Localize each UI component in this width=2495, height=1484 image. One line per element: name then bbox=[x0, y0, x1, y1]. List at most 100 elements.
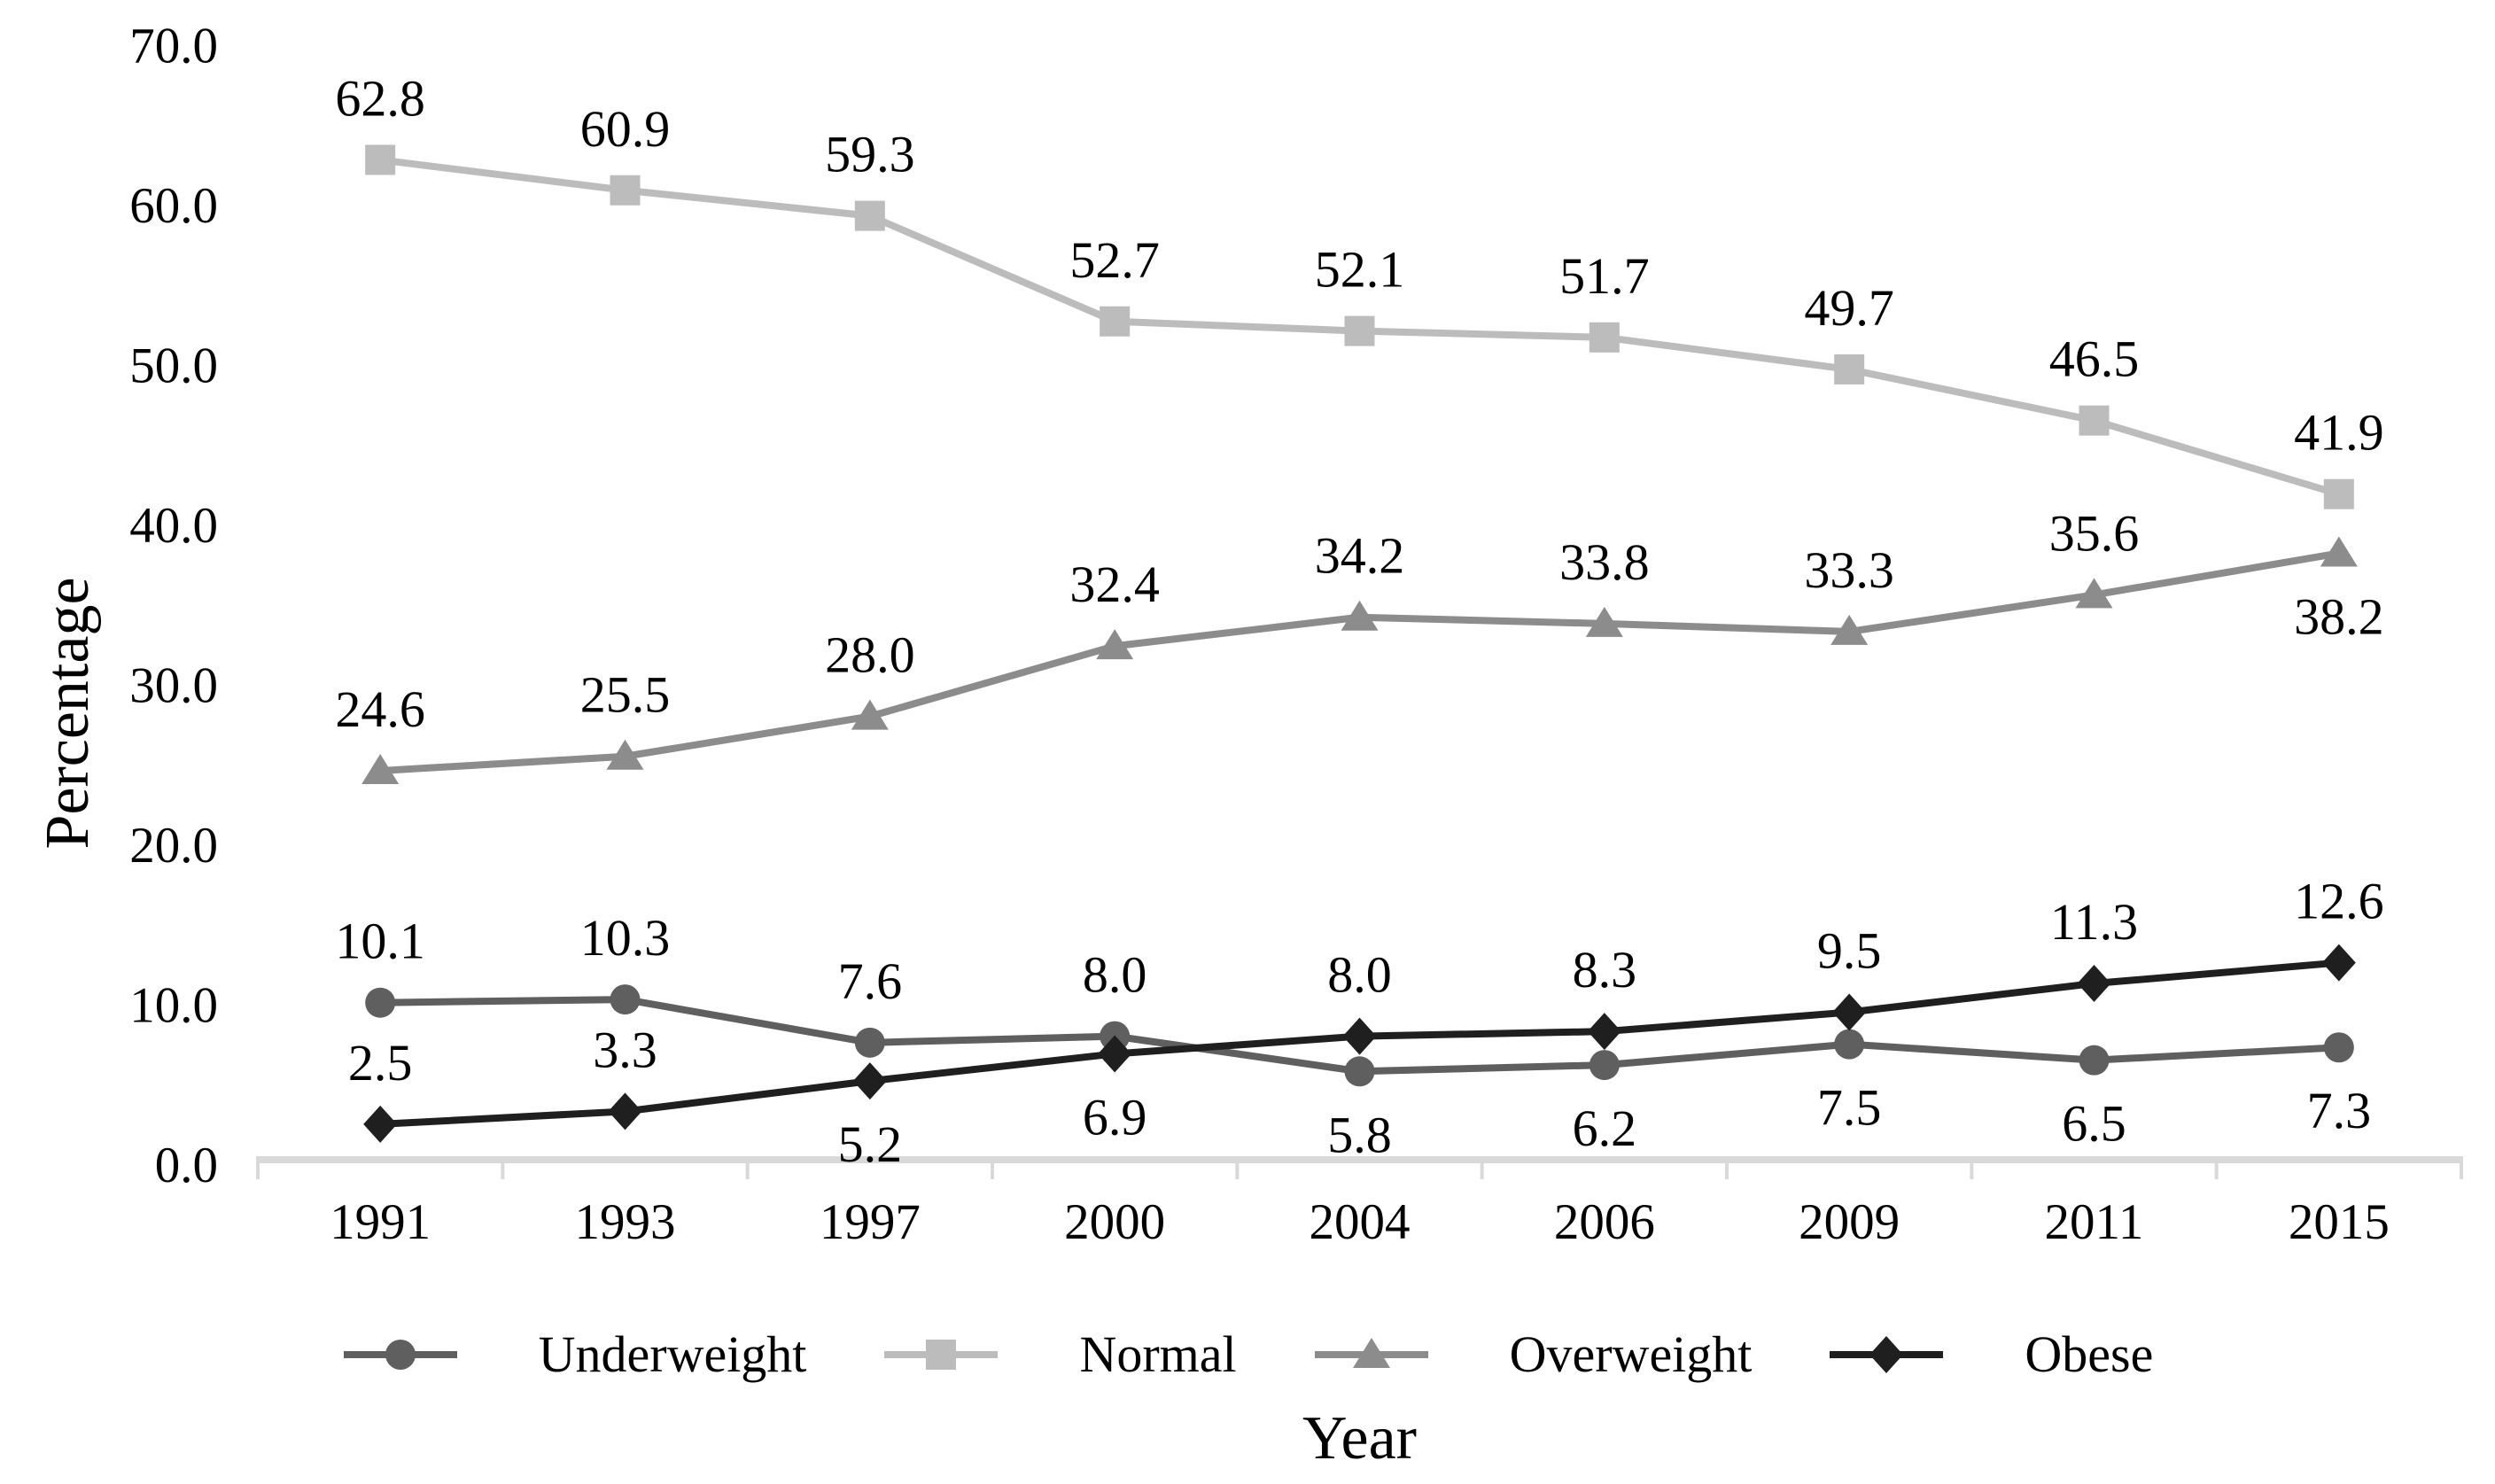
obese-point-2004 bbox=[1342, 1017, 1377, 1055]
value-label-normal-2009: 49.7 bbox=[1804, 279, 1894, 337]
square-marker-icon bbox=[884, 1340, 999, 1370]
overweight-point-1991 bbox=[361, 753, 400, 784]
x-axis-tick bbox=[501, 1156, 505, 1179]
overweight-point-2011 bbox=[2075, 578, 2113, 609]
value-label-overweight-2015: 38.2 bbox=[2294, 587, 2384, 645]
normal-point-2009 bbox=[1834, 354, 1865, 385]
value-label-underweight-1993: 10.3 bbox=[580, 909, 671, 967]
normal-point-2000 bbox=[1100, 306, 1131, 337]
underweight-point-1997 bbox=[854, 1027, 885, 1058]
x-tick-label: 2000 bbox=[1064, 1194, 1165, 1250]
value-label-normal-2015: 41.9 bbox=[2294, 404, 2384, 462]
obese-point-1997 bbox=[852, 1062, 887, 1100]
series-overweight bbox=[361, 536, 2358, 784]
series-line-overweight bbox=[379, 549, 2340, 774]
x-axis-tick bbox=[991, 1156, 994, 1179]
value-label-normal-2004: 52.1 bbox=[1315, 241, 1405, 299]
value-label-underweight-1991: 10.1 bbox=[335, 913, 425, 970]
obese-point-1993 bbox=[608, 1092, 642, 1130]
x-axis-tick bbox=[2460, 1156, 2463, 1179]
legend-item-overweight: Overweight bbox=[1313, 1329, 1752, 1380]
normal-point-2011 bbox=[2079, 405, 2110, 436]
overweight-point-2006 bbox=[1585, 606, 1623, 637]
value-label-underweight-2000: 8.0 bbox=[1083, 946, 1147, 1004]
normal-point-2004 bbox=[1344, 315, 1375, 346]
value-label-overweight-1991: 24.6 bbox=[335, 680, 425, 738]
x-tick-label: 2009 bbox=[1799, 1194, 1900, 1250]
legend-label-obese: Obese bbox=[2025, 1325, 2154, 1383]
underweight-point-2004 bbox=[1344, 1056, 1375, 1087]
x-tick-label: 2006 bbox=[1554, 1194, 1655, 1250]
value-label-overweight-1993: 25.5 bbox=[580, 666, 671, 724]
value-label-underweight-1997: 7.6 bbox=[838, 952, 903, 1010]
value-label-overweight-2006: 33.8 bbox=[1559, 533, 1650, 591]
value-label-normal-1997: 59.3 bbox=[825, 126, 915, 183]
underweight-point-2006 bbox=[1589, 1050, 1620, 1081]
obese-point-2011 bbox=[2077, 965, 2111, 1003]
value-label-obese-2011: 11.3 bbox=[2050, 893, 2138, 951]
x-tick-label: 2004 bbox=[1310, 1194, 1411, 1250]
value-label-normal-1991: 62.8 bbox=[335, 69, 425, 127]
x-tick-label: 1991 bbox=[330, 1194, 431, 1250]
x-axis-tick bbox=[745, 1156, 750, 1179]
value-label-underweight-2009: 7.5 bbox=[1817, 1079, 1882, 1137]
y-tick-label: 20.0 bbox=[129, 818, 218, 874]
overweight-point-1993 bbox=[606, 739, 644, 770]
overweight-point-2004 bbox=[1341, 600, 1379, 631]
overweight-point-2000 bbox=[1096, 629, 1134, 660]
circle-marker-icon bbox=[343, 1340, 457, 1370]
overweight-point-1997 bbox=[851, 699, 889, 730]
x-tick-label: 2015 bbox=[2289, 1194, 2390, 1250]
value-label-overweight-2000: 32.4 bbox=[1069, 556, 1160, 613]
y-tick-label: 0.0 bbox=[155, 1138, 218, 1193]
underweight-point-2009 bbox=[1834, 1029, 1865, 1060]
obese-point-2009 bbox=[1832, 993, 1867, 1031]
overweight-point-2015 bbox=[2320, 536, 2358, 567]
value-label-overweight-2009: 33.3 bbox=[1804, 541, 1894, 599]
y-tick-label: 60.0 bbox=[129, 178, 218, 234]
y-axis-title: Percentage bbox=[34, 577, 102, 850]
value-label-obese-2004: 8.0 bbox=[1327, 946, 1392, 1004]
legend-item-obese: Obese bbox=[1828, 1329, 2153, 1380]
normal-point-1997 bbox=[854, 200, 885, 231]
obese-point-2000 bbox=[1098, 1035, 1132, 1073]
series-normal bbox=[365, 144, 2354, 509]
x-tick-label: 2011 bbox=[2045, 1194, 2144, 1250]
normal-point-1993 bbox=[610, 175, 641, 206]
underweight-point-1993 bbox=[610, 984, 641, 1015]
x-axis-tick bbox=[1970, 1156, 1974, 1179]
x-axis-tick bbox=[1480, 1156, 1484, 1179]
triangle-marker-icon bbox=[1314, 1338, 1428, 1368]
value-label-obese-1997: 5.2 bbox=[838, 1115, 903, 1173]
value-label-underweight-2004: 5.8 bbox=[1327, 1106, 1392, 1163]
normal-point-2006 bbox=[1589, 322, 1620, 353]
x-axis-tick bbox=[1235, 1156, 1240, 1179]
value-label-normal-2011: 46.5 bbox=[2049, 330, 2140, 388]
series-obese bbox=[363, 944, 2356, 1143]
legend-marker-obese bbox=[1869, 1336, 1904, 1373]
value-label-underweight-2006: 6.2 bbox=[1573, 1099, 1637, 1157]
y-tick-label: 10.0 bbox=[129, 978, 218, 1034]
data-labels: 10.1 10.3 7.6 8.0 5.8 6.2 7.5 6.5 7.3 62.8 60.9 59.… bbox=[335, 69, 2383, 1173]
legend-marker-normal bbox=[926, 1340, 957, 1370]
legend-item-underweight: Underweight bbox=[342, 1329, 806, 1380]
x-axis-title: Year bbox=[1302, 1404, 1417, 1472]
x-tick-label: 1997 bbox=[820, 1194, 921, 1250]
obese-point-1991 bbox=[363, 1105, 398, 1143]
value-label-overweight-2011: 35.6 bbox=[2049, 504, 2140, 562]
x-axis bbox=[256, 1156, 2463, 1179]
x-tick-label: 1993 bbox=[575, 1194, 676, 1250]
x-axis-tick bbox=[2214, 1156, 2219, 1179]
y-tick-label: 70.0 bbox=[129, 19, 218, 74]
obese-point-2006 bbox=[1587, 1013, 1621, 1051]
y-tick-labels: 0.0 10.0 20.0 30.0 40.0 50.0 60.0 70.0 bbox=[129, 19, 218, 1194]
y-tick-label: 40.0 bbox=[129, 498, 218, 554]
x-tick-labels: 1991 1993 1997 2000 2004 2006 2009 2011 2015 bbox=[330, 1194, 2390, 1250]
legend: Underweight Normal Overweight Obese bbox=[0, 1323, 2495, 1387]
x-axis-tick bbox=[256, 1156, 260, 1179]
underweight-point-2011 bbox=[2079, 1045, 2110, 1076]
legend-item-normal: Normal bbox=[882, 1329, 1237, 1380]
overweight-point-2009 bbox=[1830, 614, 1869, 645]
